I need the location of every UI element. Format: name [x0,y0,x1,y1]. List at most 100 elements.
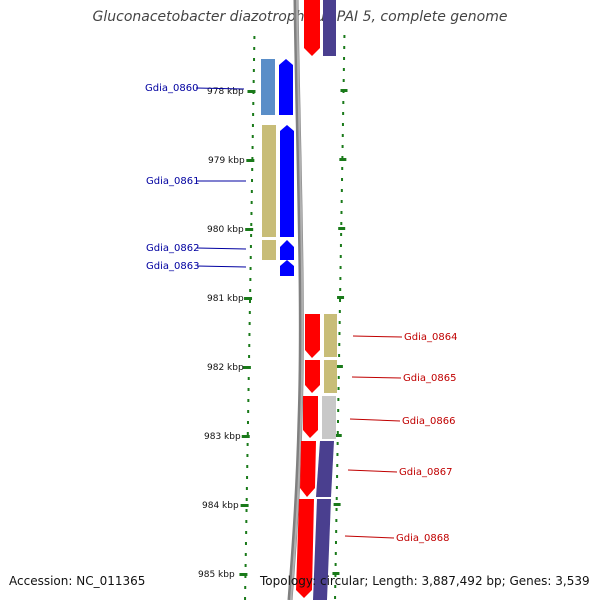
gene-label[interactable]: Gdia_0863 [146,261,199,272]
cds-arrow-0860 [279,59,293,115]
major-tick [245,228,254,231]
tick-labels: 978 kbp 979 kbp 980 kbp 981 kbp 982 kbp … [198,87,245,580]
scale-dot [248,333,251,336]
gene-label[interactable]: Gdia_0866 [402,416,455,427]
tick-label: 985 kbp [198,570,235,580]
major-tick [335,365,343,368]
scale-dot [341,178,344,181]
scale-dot [336,442,339,445]
cds-arrow-0862 [280,240,294,260]
cog-bar-top [323,0,336,56]
reverse-cds-arrows [296,0,320,598]
scale-dot [247,388,250,391]
scale-dot [253,47,256,50]
cog-bar-0866 [322,396,336,439]
gene-label[interactable]: Gdia_0865 [403,373,456,384]
cds-arrow-0867 [300,441,316,497]
scale-dot [342,101,345,104]
tick-label: 981 kbp [207,294,244,304]
cog-bar-0864 [324,314,337,357]
cog-bar-0865 [324,360,337,393]
scale-dot [340,211,343,214]
scale-dot [341,134,344,137]
scale-dot [337,420,339,423]
scale-dot [335,486,338,489]
scale-dot [342,68,345,71]
scale-dot [341,167,344,170]
scale-dot [250,234,253,237]
scale-dot [248,311,251,314]
scale-dot [244,542,247,545]
scale-dot [341,156,344,159]
scale-dot [244,597,247,600]
major-tick [246,159,255,162]
scale-dot [249,256,252,259]
scale-dot [337,409,340,412]
cds-arrow-top [304,0,320,56]
scale-dot [335,508,338,511]
scale-dot [343,35,346,38]
gene-label[interactable]: Gdia_0867 [399,467,452,478]
cog-bar-0868 [313,499,331,600]
scale-dot [339,255,342,258]
scale-dot [248,344,251,347]
scale-dot [338,354,341,357]
scale-dot [250,201,253,204]
major-tick [240,504,249,507]
scale-dot [251,124,254,127]
scale-dot [338,332,341,335]
scale-dot [248,322,251,325]
scale-dot [249,278,252,281]
scale-dot [251,179,254,182]
gene-label[interactable]: Gdia_0860 [145,83,198,94]
scale-dot [334,585,337,588]
major-tick [244,297,253,300]
tick-label: 983 kbp [204,432,241,442]
cog-bar-0867 [316,441,334,497]
scale-dot [338,321,341,324]
major-tick [333,503,341,506]
scale-dot [336,464,339,467]
gene-label[interactable]: Gdia_0868 [396,533,449,544]
scale-dot [343,57,346,60]
scale-dot [246,432,249,435]
gene-label[interactable]: Gdia_0862 [146,243,199,254]
scale-dot [336,431,339,434]
scale-dot [246,421,249,424]
scale-dot [247,377,250,380]
gene-label[interactable]: Gdia_0861 [146,176,199,187]
scale-dot [245,520,248,523]
scale-dot [340,222,343,225]
reverse-cog-bars [313,0,337,600]
scale-dot [249,300,251,303]
forward-gene-labels: Gdia_0860 Gdia_0861 Gdia_0862 Gdia_0863 [145,83,247,272]
gene-label[interactable]: Gdia_0864 [404,332,457,343]
scale-dot [249,289,252,292]
scale-dot [342,112,345,115]
scale-dot [337,376,340,379]
scale-dot [252,80,255,83]
cds-arrow-0864 [305,314,320,358]
scale-dot [246,454,249,457]
scale-dot [249,245,252,248]
scale-dot [335,530,338,533]
major-tick [337,296,345,299]
scale-dot [340,233,343,236]
scale-dot [245,498,248,501]
scale-dot [248,355,251,358]
scale-dot [339,299,342,302]
scale-dot [247,410,250,413]
scale-dot [341,145,344,148]
scale-dot [250,190,253,193]
cog-bar-0862 [262,240,276,260]
scale-dot [251,135,254,138]
scale-dot [251,146,254,149]
scale-dot [334,541,337,544]
scale-dot [337,387,340,390]
scale-dot [246,443,249,446]
scale-dot [338,310,341,313]
scale-dot [245,509,248,512]
scale-dot [244,586,247,589]
reverse-gene-labels: Gdia_0864 Gdia_0865 Gdia_0866 Gdia_0867 … [344,332,457,544]
